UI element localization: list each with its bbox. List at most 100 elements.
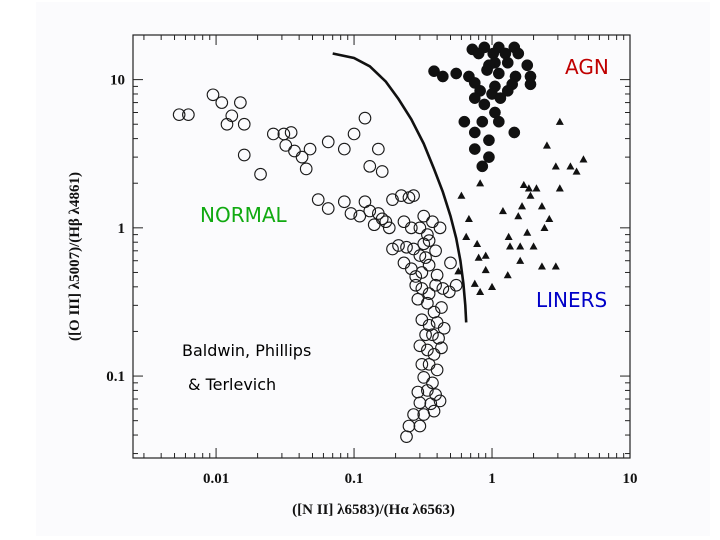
liner-data-point	[529, 242, 538, 250]
normal-data-point	[379, 215, 393, 229]
normal-data-point	[367, 218, 381, 232]
agn-data-point	[501, 56, 514, 69]
agn-data-point	[521, 59, 534, 72]
normal-data-point	[363, 204, 377, 218]
liner-data-point	[473, 239, 482, 248]
normal-data-point	[299, 162, 313, 176]
normal-data-point	[421, 384, 434, 397]
liner-data-point	[537, 202, 546, 210]
normal-data-point	[344, 207, 358, 220]
agn-data-point	[492, 67, 505, 80]
agn-data-point	[458, 115, 471, 128]
normal-data-point	[430, 316, 444, 329]
x-axis-title: ([N II] λ6583)/(Hα λ6563)	[292, 502, 455, 518]
normal-data-point	[220, 117, 234, 131]
normal-data-point	[422, 234, 436, 247]
normal-data-point	[435, 301, 448, 314]
liner-data-point	[523, 228, 532, 236]
normal-data-point	[386, 193, 399, 206]
normal-data-point	[413, 221, 427, 235]
normal-data-point	[400, 240, 413, 254]
normal-data-point	[436, 282, 450, 295]
liner-data-point	[457, 191, 466, 199]
liner-data-point	[526, 191, 535, 199]
liner-data-point	[518, 202, 527, 210]
normal-data-point	[424, 397, 438, 411]
liner-data-point	[481, 265, 490, 274]
normal-data-point	[392, 239, 405, 252]
normal-data-point	[397, 256, 411, 270]
normal-data-point	[172, 108, 186, 122]
normal-data-point	[413, 419, 427, 433]
normal-data-point	[397, 215, 411, 229]
normal-data-point	[371, 142, 385, 156]
normal-data-point	[433, 394, 447, 408]
normal-data-point	[358, 111, 372, 125]
x-tick-label: 0.01	[203, 471, 229, 487]
normal-data-point	[421, 296, 434, 310]
normal-data-point	[409, 278, 423, 292]
liner-data-point	[542, 141, 551, 149]
normal-data-point	[337, 142, 351, 156]
liner-data-point	[514, 212, 523, 220]
agn-data-point	[468, 126, 481, 139]
normal-region-label: NORMAL	[200, 203, 287, 227]
normal-data-point	[402, 419, 416, 433]
normal-data-point	[413, 396, 427, 410]
normal-data-point	[375, 165, 389, 178]
liner-data-point	[537, 262, 546, 270]
agn-data-point	[494, 92, 507, 104]
agn-data-point	[483, 134, 495, 147]
normal-data-point	[429, 278, 442, 292]
liner-data-point	[579, 155, 588, 163]
liner-data-point	[504, 232, 513, 241]
liners-region-label: LINERS	[536, 288, 608, 312]
agn-data-point	[468, 92, 481, 104]
y-axis-title: ([O III] λ5007)/(Hβ λ4861)	[67, 172, 83, 341]
liner-data-point	[474, 253, 483, 261]
normal-data-point	[254, 167, 267, 181]
liner-data-point	[454, 267, 463, 275]
agn-data-point	[481, 64, 493, 76]
figure-panel	[36, 2, 710, 536]
liner-data-point	[540, 223, 549, 232]
y-tick-label: 0.1	[106, 369, 125, 385]
normal-data-point	[417, 209, 431, 223]
normal-data-point	[311, 193, 325, 206]
plot-frame	[132, 34, 631, 459]
demarcation-curve	[332, 52, 468, 323]
liner-data-point	[545, 214, 554, 223]
y-tick-label: 1	[118, 221, 126, 237]
normal-data-point	[413, 249, 427, 262]
y-tick-label: 10	[110, 73, 125, 89]
agn-data-point	[436, 70, 449, 83]
normal-data-point	[422, 318, 436, 332]
normal-data-point	[442, 285, 456, 299]
liner-data-point	[476, 179, 485, 187]
normal-data-point	[358, 195, 372, 209]
x-tick-label: 1	[488, 471, 496, 487]
x-tick-label: 0.1	[345, 471, 364, 487]
liner-data-point	[481, 251, 490, 259]
normal-data-point	[279, 139, 293, 152]
normal-data-point	[427, 348, 441, 361]
normal-data-point	[415, 266, 429, 279]
normal-data-point	[404, 221, 418, 235]
normal-data-point	[413, 339, 427, 353]
credit-line-1: Baldwin, Phillips	[182, 341, 312, 360]
normal-data-point	[407, 189, 420, 202]
normal-data-point	[363, 159, 377, 173]
normal-data-point	[347, 127, 361, 141]
agn-data-point	[450, 67, 463, 80]
normal-data-point	[321, 135, 335, 149]
normal-data-point	[277, 127, 291, 141]
normal-data-point	[284, 126, 298, 139]
normal-data-point	[237, 117, 251, 131]
normal-data-point	[427, 404, 441, 418]
normal-data-point	[421, 228, 434, 241]
liner-data-point	[516, 242, 525, 250]
liner-data-point	[566, 162, 575, 170]
liner-data-point	[498, 206, 507, 215]
normal-data-point	[432, 331, 445, 345]
